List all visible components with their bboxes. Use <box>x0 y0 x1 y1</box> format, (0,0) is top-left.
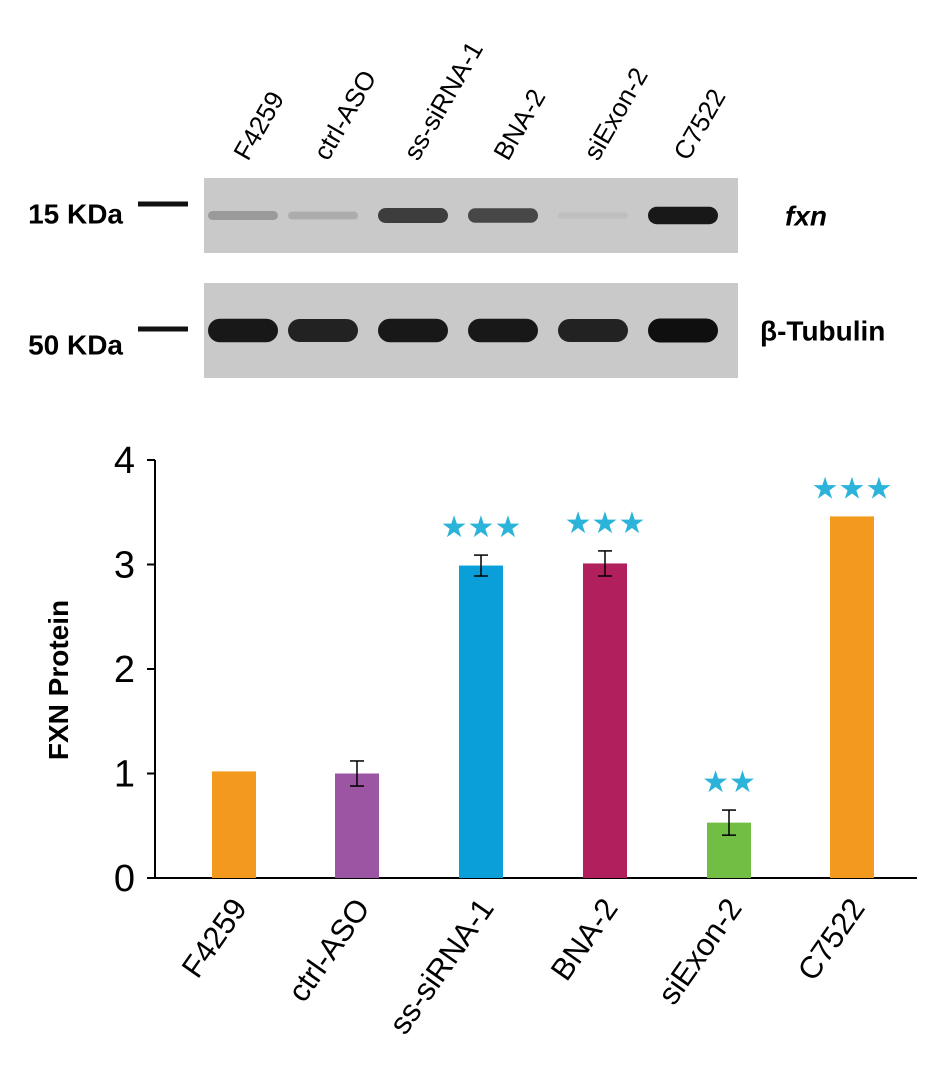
significance-stars: ★★★ <box>565 507 646 540</box>
marker-label: 50 KDa <box>28 330 123 361</box>
blot-lane-label: F4259 <box>227 86 290 165</box>
blot-lane-label: C7522 <box>667 84 731 165</box>
y-tick-label: 2 <box>114 649 135 691</box>
x-tick-label: F4259 <box>175 892 254 984</box>
x-tick-labels: F4259 ctrl-ASO ss-siRNA-1 BNA-2 siExon-2 C752… <box>175 892 872 1040</box>
blot-band <box>648 206 718 225</box>
x-tick-label: ctrl-ASO <box>281 892 377 1008</box>
significance-stars: ★★★ <box>441 511 522 544</box>
x-tick-label: C7522 <box>791 892 872 987</box>
y-tick-label: 0 <box>114 858 135 900</box>
blot-band <box>378 208 448 223</box>
bar <box>335 773 379 878</box>
x-tick-label: BNA-2 <box>544 892 625 987</box>
y-tick-label: 4 <box>114 440 135 482</box>
bar <box>459 565 503 878</box>
blot-band <box>378 318 448 343</box>
blot-band <box>208 211 278 220</box>
y-axis-label: FXN Protein <box>43 600 74 760</box>
y-tick-label: 3 <box>114 545 135 587</box>
significance-stars: ★★ <box>702 766 756 799</box>
target-label: β-Tubulin <box>760 316 885 347</box>
bars: ★★★ ★★★★★★★★ <box>212 472 892 878</box>
y-ticks: 0 1 2 3 4 <box>114 440 155 900</box>
bar <box>583 563 627 878</box>
blot-band <box>288 319 358 342</box>
y-tick-label: 1 <box>114 754 135 796</box>
blot-lane-label: ctrl-ASO <box>307 65 382 165</box>
marker-dash <box>138 201 188 207</box>
bar <box>830 516 874 878</box>
blot-band <box>468 318 538 343</box>
blot-band <box>468 208 538 223</box>
blot-band <box>558 212 628 219</box>
blot-lane-label: siExon-2 <box>577 62 654 165</box>
blot-band <box>648 318 718 343</box>
x-tick-label: siExon-2 <box>651 892 749 1011</box>
blot-lane-label: ss-siRNA-1 <box>397 36 489 165</box>
marker-label: 15 KDa <box>28 199 123 230</box>
target-label: fxn <box>785 201 827 232</box>
blot-band <box>208 318 278 343</box>
blot-lane-label: BNA-2 <box>487 84 551 165</box>
blot-band <box>288 211 358 220</box>
significance-stars: ★★★ <box>812 472 893 505</box>
blot-band <box>558 319 628 342</box>
marker-dash <box>138 326 188 332</box>
bar <box>212 771 256 878</box>
x-tick-label: ss-siRNA-1 <box>382 892 501 1040</box>
